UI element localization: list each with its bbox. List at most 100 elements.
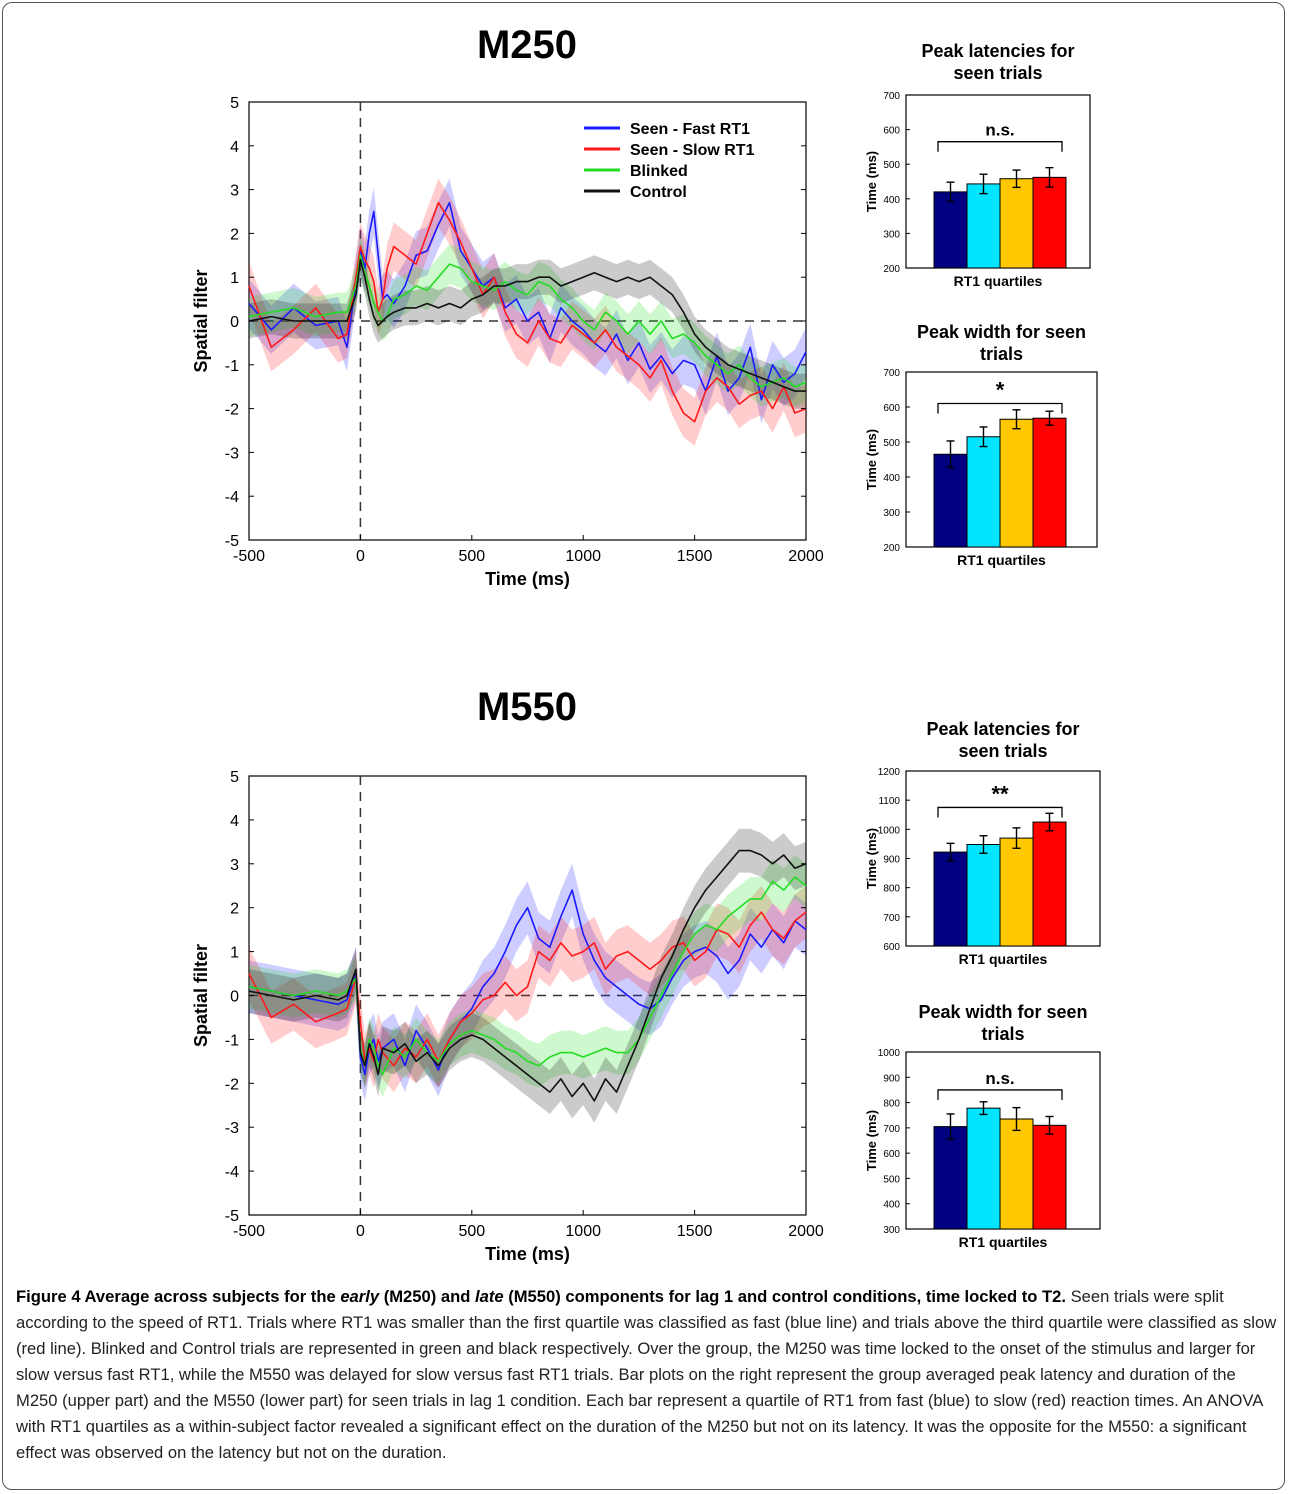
bar-chart-title: trials <box>980 344 1023 364</box>
y-tick-label: 200 <box>883 264 900 275</box>
y-tick-label: 1 <box>230 945 239 962</box>
bar-chart-title: trials <box>981 1024 1024 1044</box>
m550_line-chart: M550 5 4 3 2 1 0 -1 -2 -3 -4 -5-500 0 500 1000 1500 2000… <box>191 685 824 1264</box>
x-tick-label: 500 <box>458 548 485 565</box>
series-band-slow <box>249 178 806 446</box>
bar-chart-title: seen trials <box>958 741 1047 761</box>
y-tick-label: -4 <box>225 489 239 506</box>
bar-quartile-4 <box>1032 821 1067 947</box>
y-tick-label: 300 <box>883 1225 900 1236</box>
y-tick-label: -2 <box>225 402 239 419</box>
y-tick-label: 3 <box>230 183 239 200</box>
y-tick-label: 500 <box>883 1174 900 1185</box>
y-tick-label: -3 <box>225 445 239 462</box>
x-tick-label: 500 <box>458 1223 485 1240</box>
significance-label: ** <box>991 781 1009 806</box>
series-band-slow <box>249 885 806 1093</box>
y-tick-label: 800 <box>883 884 900 895</box>
x-tick-label: 1500 <box>677 548 713 565</box>
y-tick-label: 5 <box>230 769 239 786</box>
y-tick-label: 600 <box>883 1149 900 1160</box>
y-tick-label: -3 <box>225 1120 239 1137</box>
bar-quartile-1 <box>933 1126 968 1230</box>
series-line-blinked <box>248 254 807 388</box>
series-line-fast <box>248 201 807 401</box>
y-tick-label: 400 <box>883 473 900 484</box>
series-line-slow <box>248 201 807 423</box>
x-tick-label: 1000 <box>565 548 601 565</box>
y-tick-label: -5 <box>225 1208 239 1225</box>
y-tick-label: 1000 <box>878 1048 901 1059</box>
x-axis-label: Time (ms) <box>485 569 570 589</box>
x-axis-label: Time (ms) <box>485 1244 570 1264</box>
significance-bracket <box>937 1089 1063 1100</box>
caption-lead: Figure 4 Average across subjects for the… <box>16 1287 1066 1306</box>
bar-chart-title: Peak width for seen <box>917 322 1086 342</box>
y-tick-label: 500 <box>883 160 900 171</box>
bar-chart-title: Peak width for seen <box>918 1002 1087 1022</box>
y-tick-label: 0 <box>230 989 239 1006</box>
x-tick-label: -500 <box>233 548 265 565</box>
bar-quartile-4 <box>1032 176 1067 269</box>
y-tick-label: 700 <box>883 913 900 924</box>
y-tick-label: -1 <box>225 358 239 375</box>
y-tick-label: 1000 <box>878 825 901 836</box>
x-tick-label: -500 <box>233 1223 265 1240</box>
y-axis-label: Spatial filter <box>191 269 211 372</box>
x-axis-label: RT1 quartiles <box>954 273 1043 289</box>
bar-chart-title: seen trials <box>953 63 1042 83</box>
series-band-blinked <box>249 235 806 407</box>
legend-label: Control <box>630 184 687 201</box>
bar-quartile-2 <box>966 1107 1001 1230</box>
x-tick-label: 0 <box>356 1223 365 1240</box>
significance-label: * <box>996 378 1005 403</box>
y-tick-label: 4 <box>230 813 239 830</box>
legend-label: Seen - Fast RT1 <box>630 121 750 138</box>
y-tick-label: -4 <box>225 1164 239 1181</box>
legend-label: Blinked <box>630 163 688 180</box>
y-tick-label: 300 <box>883 229 900 240</box>
y-tick-label: 200 <box>883 543 900 554</box>
y-axis-label: Time (ms) <box>864 828 879 889</box>
y-axis-label: Spatial filter <box>191 944 211 1047</box>
significance-label: n.s. <box>985 1069 1014 1088</box>
series-line-fast <box>248 889 807 1076</box>
bar-quartile-3 <box>999 178 1034 269</box>
x-tick-label: 2000 <box>788 1223 824 1240</box>
bar-quartile-1 <box>933 453 968 548</box>
bar-quartile-2 <box>966 436 1001 548</box>
series-band-control <box>249 828 806 1123</box>
bar-quartile-2 <box>966 844 1001 947</box>
x-axis-label: RT1 quartiles <box>959 951 1048 967</box>
y-tick-label: -5 <box>225 533 239 550</box>
y-tick-label: 600 <box>883 942 900 953</box>
caption-body: Seen trials were split according to the … <box>16 1287 1277 1462</box>
y-tick-label: 600 <box>883 126 900 137</box>
y-tick-label: 400 <box>883 1200 900 1211</box>
bar-quartile-4 <box>1032 1124 1067 1230</box>
y-tick-label: 300 <box>883 508 900 519</box>
y-tick-label: 2 <box>230 226 239 243</box>
bar-quartile-1 <box>933 191 968 269</box>
y-tick-label: 800 <box>883 1099 900 1110</box>
y-tick-label: 400 <box>883 195 900 206</box>
series-line-control <box>248 849 807 1102</box>
bar-quartile-4 <box>1032 417 1067 548</box>
bar-quartile-1 <box>933 851 968 947</box>
y-axis-label: Time (ms) <box>864 151 879 212</box>
y-tick-label: 1100 <box>878 796 900 807</box>
x-tick-label: 1500 <box>677 1223 713 1240</box>
y-axis-label: Time (ms) <box>864 1110 879 1171</box>
bar-quartile-3 <box>999 837 1034 947</box>
y-tick-label: 900 <box>883 855 900 866</box>
y-tick-label: 700 <box>883 91 900 102</box>
significance-label: n.s. <box>985 121 1014 140</box>
bar-quartile-3 <box>999 1118 1034 1230</box>
bar-chart-title: Peak latencies for <box>926 719 1079 739</box>
y-tick-label: 1 <box>230 270 239 287</box>
x-tick-label: 2000 <box>788 548 824 565</box>
